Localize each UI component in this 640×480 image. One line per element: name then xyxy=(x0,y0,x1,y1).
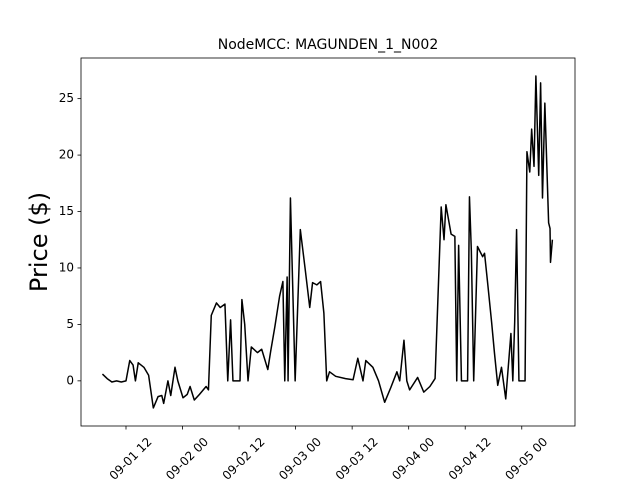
x-tick-label: 09-02 00 xyxy=(163,435,211,480)
y-tick-label: 25 xyxy=(59,91,74,105)
x-tick-label: 09-04 00 xyxy=(389,435,437,480)
price-line xyxy=(101,75,554,409)
y-tick-label: 10 xyxy=(59,260,74,274)
x-tick-label: 09-01 12 xyxy=(107,435,155,480)
x-tick-label: 09-05 00 xyxy=(502,435,550,480)
y-tick-label: 15 xyxy=(59,204,74,218)
x-tick-label: 09-03 00 xyxy=(276,435,324,480)
y-axis-label: Price ($) xyxy=(25,192,53,292)
chart-title: NodeMCC: MAGUNDEN_1_N002 xyxy=(218,37,439,53)
y-tick-label: 20 xyxy=(59,148,74,162)
plot-frame xyxy=(80,57,576,427)
x-tick-label: 09-04 12 xyxy=(446,435,494,480)
y-tick-label: 0 xyxy=(66,373,74,387)
x-tick-label: 09-02 12 xyxy=(220,435,268,480)
x-tick-label: 09-03 12 xyxy=(333,435,381,480)
y-tick-label: 5 xyxy=(66,317,74,331)
